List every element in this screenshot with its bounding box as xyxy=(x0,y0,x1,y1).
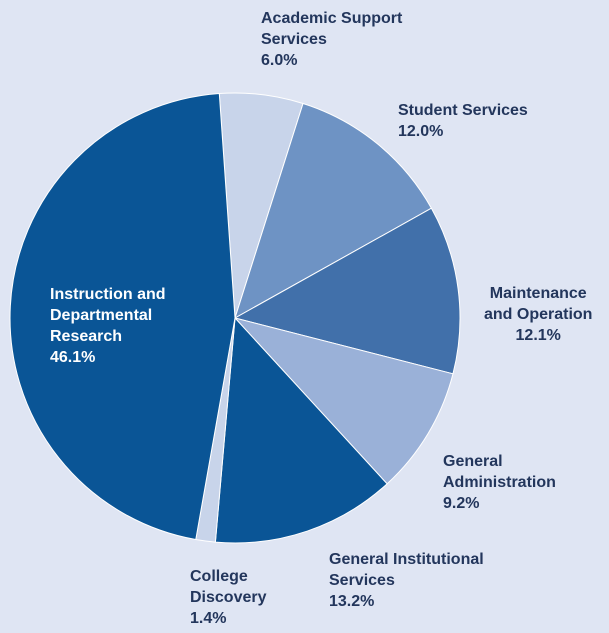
label-percent: 12.1% xyxy=(515,327,561,344)
slice-general-administration xyxy=(233,317,454,485)
label-academic-support-services: Academic Support Services 6.0% xyxy=(261,8,402,71)
label-name-line: Student Services xyxy=(398,102,528,119)
label-general-administration: General Administration 9.2% xyxy=(443,451,556,514)
label-name-line: Instruction and xyxy=(50,286,166,303)
label-percent: 13.2% xyxy=(329,593,375,610)
label-name-line: Services xyxy=(261,31,327,48)
label-instruction-and-departmental-research: Instruction and Departmental Research 46… xyxy=(50,284,166,368)
slice-instruction-and-departmental-research xyxy=(9,93,236,541)
slice-maintenance-and-operation xyxy=(233,207,461,375)
slice-general-institutional-services xyxy=(214,316,388,544)
label-name-line: Services xyxy=(329,572,395,589)
label-percent: 1.4% xyxy=(190,610,227,627)
label-name-line: Academic Support xyxy=(261,10,403,27)
label-name-line: Discovery xyxy=(190,589,267,606)
label-student-services: Student Services 12.0% xyxy=(398,100,528,142)
label-name-line: Research xyxy=(50,328,123,345)
label-name-line: College xyxy=(190,568,248,585)
label-name-line: Departmental xyxy=(50,307,153,324)
label-percent: 9.2% xyxy=(443,495,480,512)
label-name-line: and Operation xyxy=(484,306,593,323)
label-percent: 46.1% xyxy=(50,349,96,366)
label-name-line: Administration xyxy=(443,474,556,491)
slice-student-services xyxy=(234,102,433,320)
label-college-discovery: College Discovery 1.4% xyxy=(190,566,267,629)
label-name-line: General Institutional xyxy=(329,551,484,568)
label-maintenance-and-operation: Maintenance and Operation 12.1% xyxy=(484,283,592,346)
label-name-line: General xyxy=(443,453,503,470)
label-general-institutional-services: General Institutional Services 13.2% xyxy=(329,549,484,612)
label-percent: 6.0% xyxy=(261,52,298,69)
label-percent: 12.0% xyxy=(398,123,444,140)
label-name-line: Maintenance xyxy=(489,285,587,302)
